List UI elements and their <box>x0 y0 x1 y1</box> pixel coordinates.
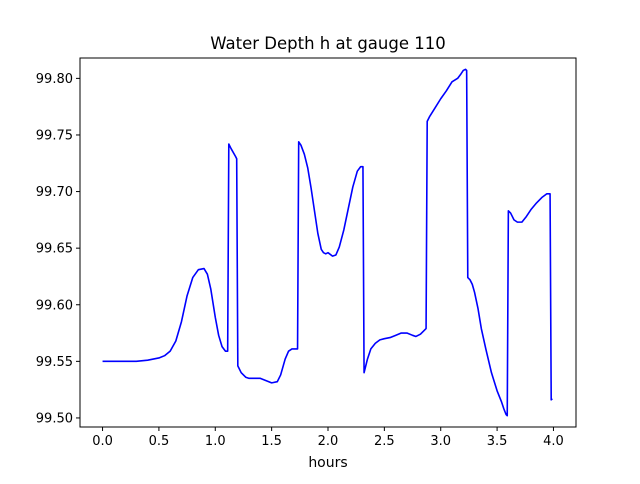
y-tick-label: 99.60 <box>36 298 73 313</box>
x-axis-ticks: 0.0 0.5 1.0 1.5 2.0 2.5 3.0 3.5 4.0 <box>92 427 564 449</box>
x-tick-label: 3.0 <box>430 434 451 449</box>
x-axis-label: hours <box>308 455 347 471</box>
plot-area <box>79 57 577 428</box>
x-tick-label: 3.5 <box>487 434 508 449</box>
x-tick-label: 2.0 <box>318 434 339 449</box>
x-tick-label: 4.0 <box>543 434 564 449</box>
y-tick-label: 99.55 <box>36 355 73 370</box>
x-tick-label: 0.0 <box>92 434 113 449</box>
x-tick-label: 1.5 <box>261 434 282 449</box>
y-tick-label: 99.70 <box>36 185 73 200</box>
x-tick-label: 0.5 <box>149 434 170 449</box>
axes-background <box>80 58 576 427</box>
y-tick-label: 99.75 <box>36 128 73 143</box>
y-axis-ticks: 99.50 99.55 99.60 99.65 99.70 99.75 99.80 <box>36 72 80 426</box>
x-tick-label: 1.0 <box>205 434 226 449</box>
y-tick-label: 99.65 <box>36 242 73 257</box>
x-tick-label: 2.5 <box>374 434 395 449</box>
y-tick-label: 99.80 <box>36 72 73 87</box>
series-line <box>102 68 553 417</box>
chart-title: Water Depth h at gauge 110 <box>210 34 445 53</box>
y-tick-label: 99.50 <box>36 411 73 426</box>
